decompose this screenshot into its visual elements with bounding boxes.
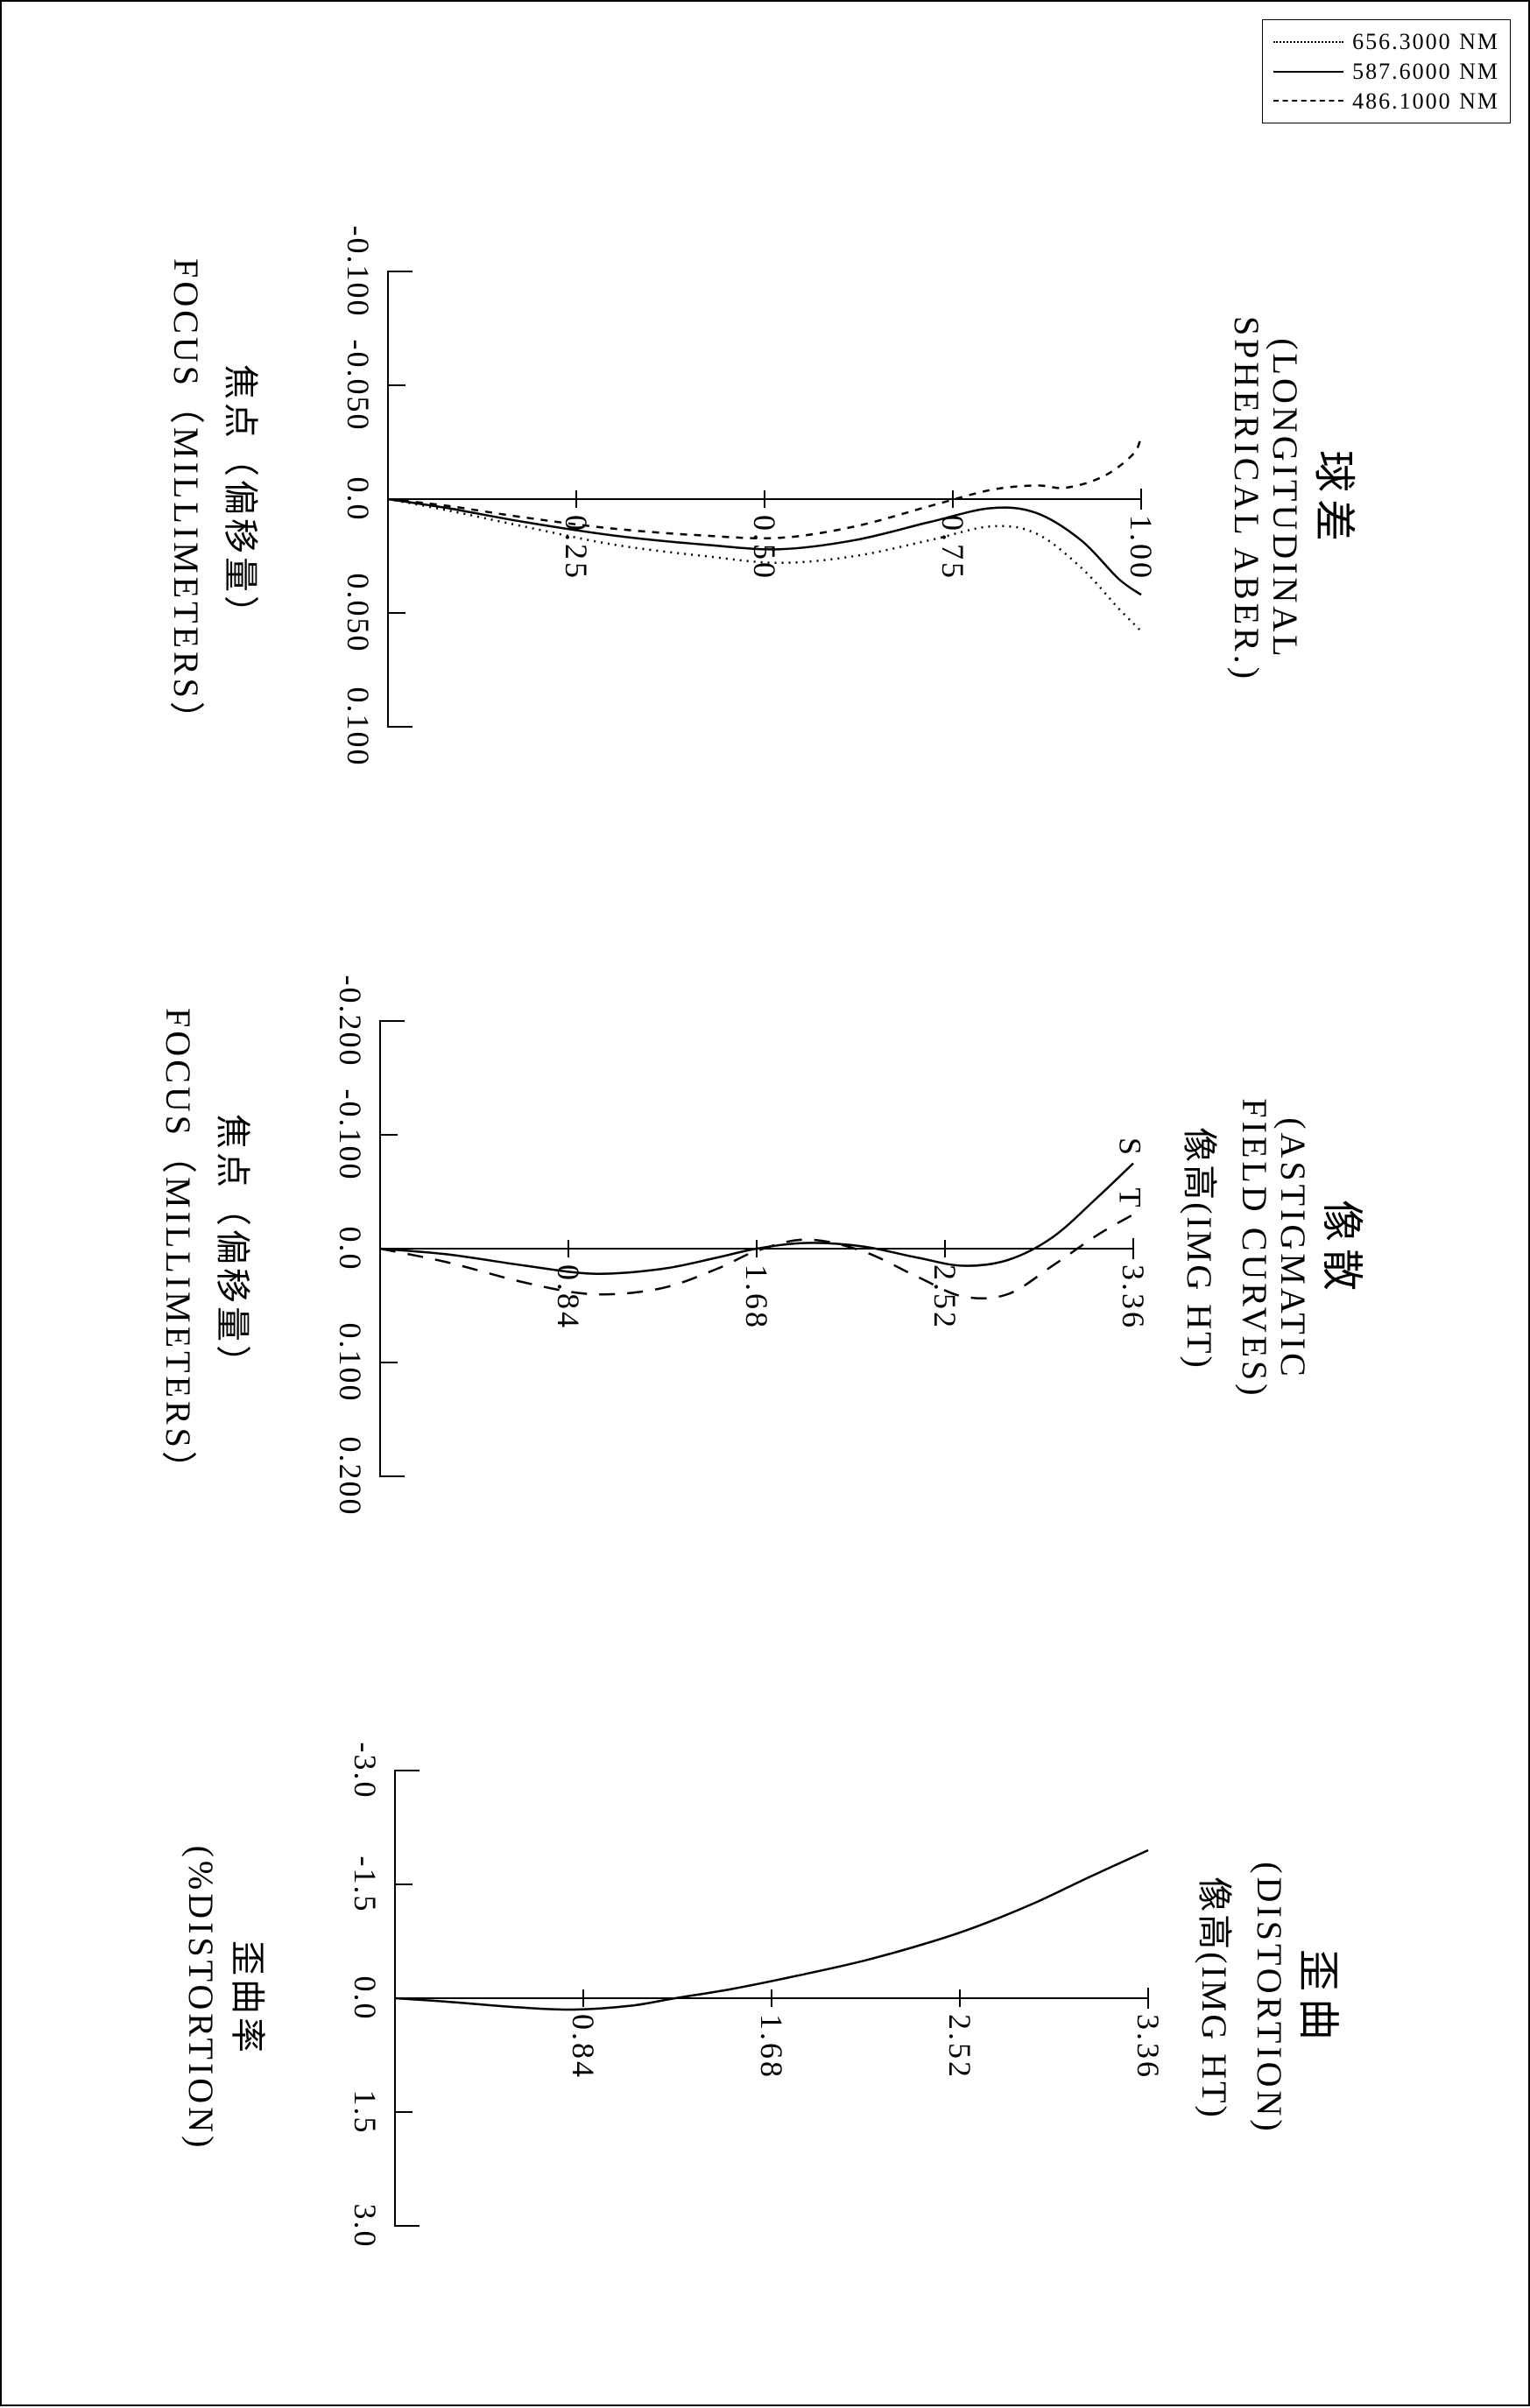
x-tick-label: 0.0 [342, 477, 377, 522]
page-frame: 656.3000 NM587.6000 NM486.1000 NM 球差(LON… [0, 0, 1530, 2406]
y-tick-label: 0.25 [560, 515, 595, 581]
y-tick-label: 3.36 [1131, 2014, 1166, 2080]
charts-container: 球差(LONGITUDINALSPHERICAL ABER.)0.250.500… [2, 2, 1530, 2408]
x-tick-label: 0.100 [342, 687, 377, 767]
x-tick-label: 0.0 [334, 1227, 369, 1271]
y-axis-label: 像高(IMG HT) [1178, 1127, 1229, 1370]
x-tick-label: -0.200 [334, 975, 369, 1067]
y-tick-label: 1.00 [1125, 515, 1160, 581]
chart-svg: 0.84 1.68 2.52 3.36 -0.200 -0.100 0.0 0.100 0.20… [276, 916, 1169, 1581]
y-tick-label: 1.68 [754, 2014, 789, 2080]
x-tick-label: 0.100 [334, 1323, 369, 1403]
chart-title-cn: 球差 [1308, 450, 1370, 548]
x-tick-label: -1.5 [348, 1856, 383, 1913]
y-tick-label: 1.68 [740, 1264, 775, 1330]
charts-row: 球差(LONGITUDINALSPHERICAL ABER.)0.250.500… [2, 2, 1530, 2408]
chart-title-cn: 像散 [1316, 1200, 1378, 1298]
x-tick-label: -0.100 [334, 1089, 369, 1181]
x-axis-label-cn: 焦点（偏移量） [211, 1114, 262, 1384]
chart-distortion: 歪曲(DISTORTION)像高(IMG HT) 0.84 1.68 2.52 3.36… [180, 1648, 1353, 2348]
x-axis-label-cn: 歪曲率 [225, 1940, 276, 2056]
t-label: T [1113, 1188, 1148, 1208]
y-axis-label: 像高(IMG HT) [1192, 1876, 1243, 2120]
chart-svg: 0.250.500.751.00-0.100-0.0500.00.0500.10… [284, 166, 1177, 832]
x-tick-label: 1.5 [348, 2090, 383, 2135]
s-label: S [1113, 1137, 1148, 1155]
y-tick-label: 0.84 [566, 2014, 601, 2080]
chart-title-cn: 歪曲 [1292, 1949, 1353, 2047]
x-tick-label: -0.050 [342, 340, 377, 432]
x-tick-label: 0.0 [348, 1976, 383, 2021]
x-axis-label-cn: 焦点（偏移量） [219, 364, 270, 634]
y-tick-label: 2.52 [942, 2014, 977, 2080]
x-axis-label-en: FOCUS（MILLIMETERS） [165, 258, 215, 740]
chart-title-en: (LONGITUDINALSPHERICAL ABER.) [1228, 316, 1305, 682]
y-tick-label: 0.84 [552, 1264, 587, 1330]
y-tick-label: 2.52 [928, 1264, 963, 1330]
chart-title-en: (DISTORTION) [1250, 1862, 1288, 2135]
chart-svg: 0.84 1.68 2.52 3.36 -3.0 -1.5 0.0 1.5 3.0 [290, 1665, 1183, 2331]
x-tick-label: 0.200 [334, 1437, 369, 1517]
chart-title-en: (ASTIGMATICFIELD CURVES) [1236, 1098, 1313, 1398]
series-curve [395, 1850, 1148, 2010]
x-tick-label: 3.0 [348, 2204, 383, 2249]
x-tick-label: 0.050 [342, 574, 377, 653]
y-tick-label: 3.36 [1117, 1264, 1152, 1330]
x-tick-label: -0.100 [342, 226, 377, 318]
chart-astigmatic: 像散(ASTIGMATICFIELD CURVES)像高(IMG HT)0.84… [157, 898, 1378, 1599]
chart-spherical: 球差(LONGITUDINALSPHERICAL ABER.)0.250.500… [165, 149, 1370, 849]
x-axis-label-en: FOCUS（MILLIMETERS） [157, 1008, 208, 1489]
x-axis-label-en: (%DISTORTION) [180, 1846, 222, 2151]
x-tick-label: -3.0 [348, 1743, 383, 1799]
y-tick-label: 0.75 [936, 515, 971, 581]
